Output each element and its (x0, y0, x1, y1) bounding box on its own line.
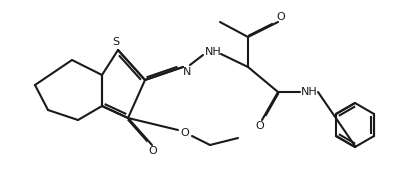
Text: O: O (277, 12, 285, 22)
Text: O: O (181, 128, 189, 138)
Text: NH: NH (301, 87, 317, 97)
Text: NH: NH (205, 47, 222, 57)
Text: S: S (113, 37, 120, 47)
Text: N: N (183, 67, 191, 77)
Text: O: O (149, 146, 157, 156)
Text: O: O (256, 121, 264, 131)
